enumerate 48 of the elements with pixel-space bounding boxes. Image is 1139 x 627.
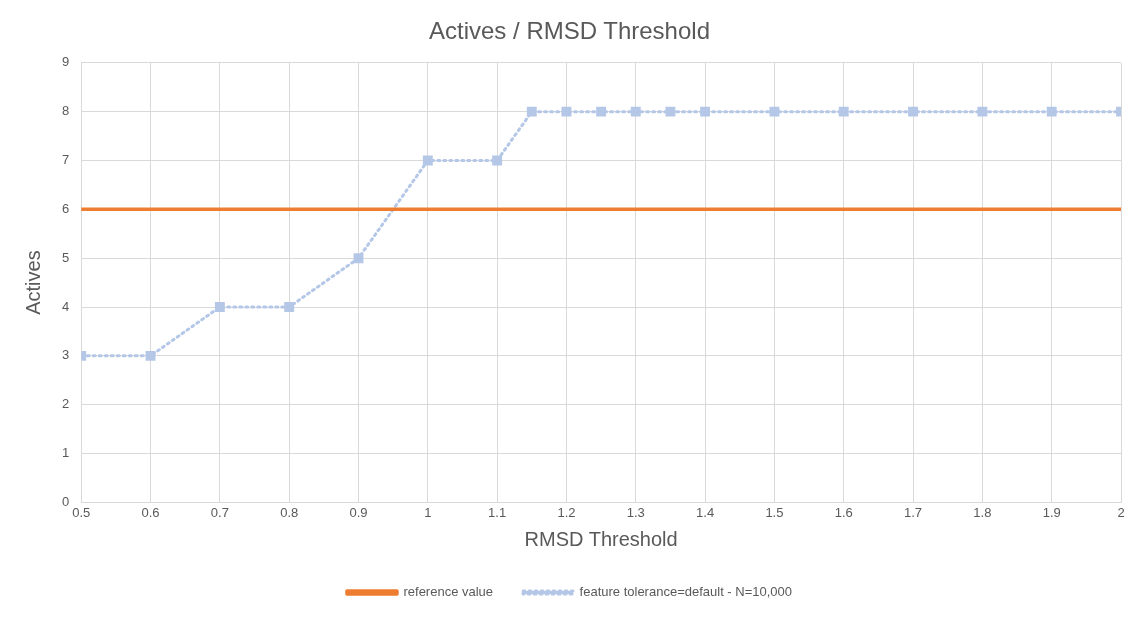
y-tick-label: 3 xyxy=(62,347,70,363)
x-tick-label: 0.6 xyxy=(141,504,160,520)
legend-label: reference value xyxy=(403,584,494,600)
point xyxy=(422,155,433,166)
y-tick-label: 8 xyxy=(62,103,70,119)
x-tick-label: 1.4 xyxy=(696,504,715,520)
point xyxy=(665,106,676,117)
y-tick-label: 5 xyxy=(62,249,70,265)
x-tick-label: 0.8 xyxy=(280,504,299,520)
point xyxy=(214,302,225,312)
x-axis-title: RMSD Threshold xyxy=(524,527,678,550)
x-tick-label: 1.5 xyxy=(765,504,784,520)
point xyxy=(977,106,988,117)
x-tick-label: 0.7 xyxy=(210,504,229,520)
x-tick-label: 0.5 xyxy=(72,504,91,520)
y-axis-title: Actives xyxy=(21,250,44,315)
x-tick-label: 1 xyxy=(424,504,432,520)
y-tick-label: 2 xyxy=(62,396,70,412)
point xyxy=(145,350,156,361)
y-tick-label: 0 xyxy=(62,493,70,509)
point xyxy=(700,106,711,117)
x-tick-label: 1.8 xyxy=(973,504,992,520)
x-tick-label: 1.9 xyxy=(1042,504,1061,520)
point xyxy=(838,106,849,117)
y-tick-label: 6 xyxy=(62,200,70,216)
x-tick-label: 1.7 xyxy=(904,504,923,520)
point xyxy=(908,106,918,117)
point xyxy=(1046,106,1057,117)
x-tick-label: 0.9 xyxy=(349,504,368,520)
y-tick-label: 9 xyxy=(62,54,70,70)
y-tick-label: 4 xyxy=(62,298,70,314)
legend-label: feature tolerance=default - N=10,000 xyxy=(579,584,793,600)
point xyxy=(284,302,295,312)
x-tick-label: 2 xyxy=(1117,504,1125,520)
point xyxy=(769,106,780,117)
point xyxy=(492,155,503,166)
point xyxy=(630,106,641,117)
point xyxy=(353,253,364,264)
x-tick-label: 1.2 xyxy=(557,504,576,520)
point xyxy=(561,106,572,117)
y-tick-label: 7 xyxy=(62,152,70,168)
chart-title: Actives / RMSD Threshold xyxy=(429,17,710,45)
x-tick-label: 1.1 xyxy=(488,504,507,520)
point xyxy=(596,106,607,117)
x-tick-label: 1.3 xyxy=(626,504,645,520)
point xyxy=(526,106,537,117)
y-tick-label: 1 xyxy=(62,445,70,461)
x-tick-label: 1.6 xyxy=(834,504,853,520)
